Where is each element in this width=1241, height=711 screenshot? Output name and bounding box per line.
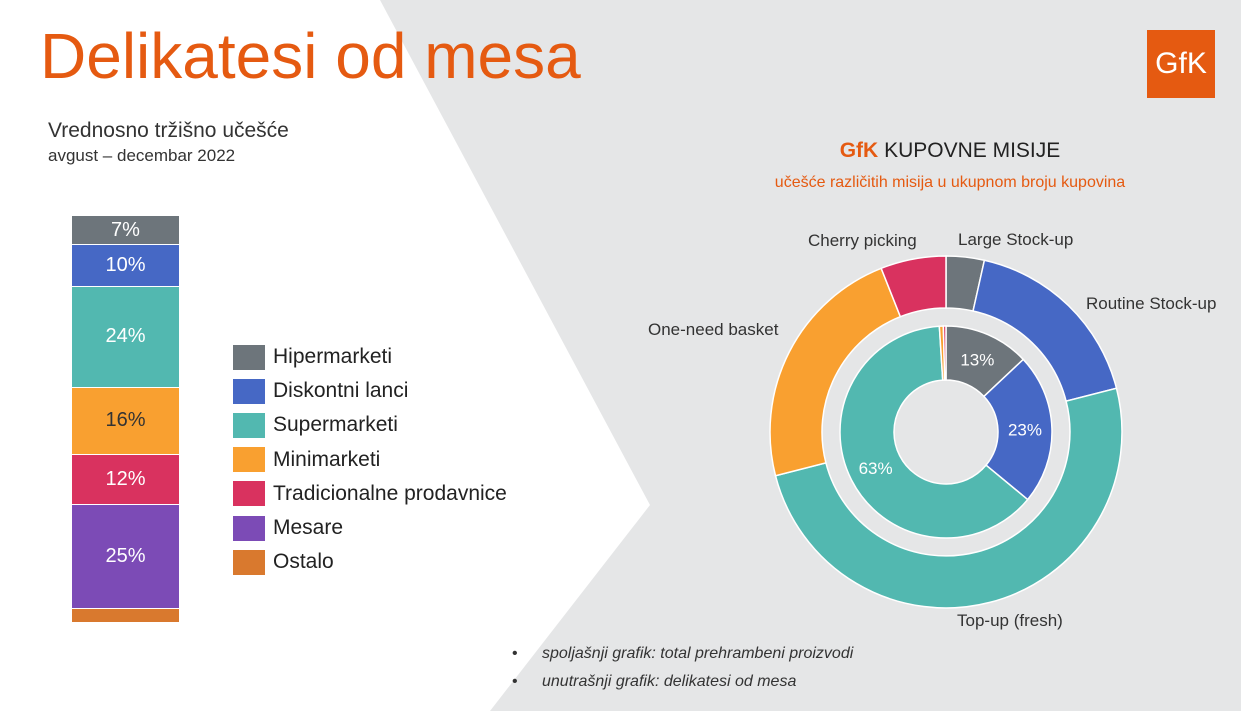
legend-swatch xyxy=(233,412,265,438)
bar-segment-supermarketi: 24% xyxy=(72,287,179,388)
legend-item: Diskontni lanci xyxy=(233,374,507,408)
subtitle: Vrednosno tržišno učešće xyxy=(48,119,289,142)
legend-swatch xyxy=(233,378,265,404)
annotation-top-up: Top-up (fresh) xyxy=(957,611,1063,630)
bar-label: 16% xyxy=(105,409,146,432)
annotation-routine-stock-up: Routine Stock-up xyxy=(1086,294,1217,313)
note-text: unutrašnji grafik: delikatesi od mesa xyxy=(542,673,797,690)
legend: Hipermarketi Diskontni lanci Supermarketi M… xyxy=(233,340,507,579)
donut-title-text: KUPOVNE MISIJE xyxy=(884,139,1061,162)
bullet: • xyxy=(512,645,518,662)
outer-slice-cherry-picking xyxy=(880,255,947,318)
legend-label: Supermarketi xyxy=(273,413,398,437)
annotation-one-need-basket: One-need basket xyxy=(648,320,779,339)
note-item: • spoljašnji grafik: total prehrambeni pr… xyxy=(512,645,853,673)
stacked-bar-chart: 7% 10% 24% 16% 12% 25% xyxy=(72,216,179,622)
inner-label: 23% xyxy=(1008,421,1042,440)
annotation-cherry-picking: Cherry picking xyxy=(808,231,917,250)
bar-segment-hipermarketi: 7% xyxy=(72,216,179,246)
inner-slice-cherry-picking xyxy=(942,325,947,381)
bar-label: 7% xyxy=(111,218,140,241)
legend-item: Hipermarketi xyxy=(233,340,507,374)
bar-segment-tradicionalne-prodavnice: 12% xyxy=(72,454,179,505)
note-item: • unutrašnji grafik: delikatesi od mesa xyxy=(512,673,853,701)
notes: • spoljašnji grafik: total prehrambeni pr… xyxy=(512,645,853,701)
legend-label: Minimarketi xyxy=(273,447,381,471)
legend-label: Mesare xyxy=(273,516,344,540)
legend-label: Tradicionalne prodavnice xyxy=(273,481,507,505)
legend-item: Mesare xyxy=(233,511,507,545)
outer-slice-top-up-fresh xyxy=(774,387,1123,609)
legend-swatch xyxy=(233,344,265,370)
note-text: spoljašnji grafik: total prehrambeni pro… xyxy=(542,645,854,662)
bar-label: 24% xyxy=(105,325,146,348)
bar-label: 12% xyxy=(105,467,146,490)
donut-subtitle: učešće različitih misija u ukupnom broju… xyxy=(774,174,1126,191)
bar-segment-ostalo xyxy=(72,609,179,622)
inner-slice-top-up-fresh xyxy=(839,325,1029,539)
legend-label: Hipermarketi xyxy=(273,345,393,369)
gfk-logo: GfK xyxy=(1147,30,1215,98)
legend-swatch xyxy=(233,515,265,541)
legend-item: Ostalo xyxy=(233,545,507,579)
legend-item: Tradicionalne prodavnice xyxy=(233,477,507,511)
legend-item: Minimarketi xyxy=(233,443,507,477)
legend-item: Supermarketi xyxy=(233,408,507,442)
inner-slice-routine-stock-up xyxy=(982,358,1053,501)
period: avgust – decembar 2022 xyxy=(48,146,236,165)
legend-label: Ostalo xyxy=(273,550,334,574)
inner-label: 13% xyxy=(960,350,994,369)
legend-swatch xyxy=(233,447,265,473)
legend-label: Diskontni lanci xyxy=(273,379,409,403)
annotation-large-stock-up: Large Stock-up xyxy=(958,230,1074,249)
bar-segment-mesare: 25% xyxy=(72,504,179,610)
page-title: Delikatesi od mesa xyxy=(40,20,581,92)
bullet: • xyxy=(512,673,518,690)
donut-title-brand: GfK xyxy=(839,139,879,162)
bar-label: 10% xyxy=(105,254,146,277)
bar-segment-minimarketi: 16% xyxy=(72,387,179,455)
inner-label: 63% xyxy=(859,459,893,478)
bar-segment-diskontni-lanci: 10% xyxy=(72,245,179,288)
legend-swatch xyxy=(233,481,265,507)
donut-title: GfK KUPOVNE MISIJE xyxy=(760,139,1140,163)
legend-swatch xyxy=(233,549,265,575)
bar-label: 25% xyxy=(105,545,146,568)
